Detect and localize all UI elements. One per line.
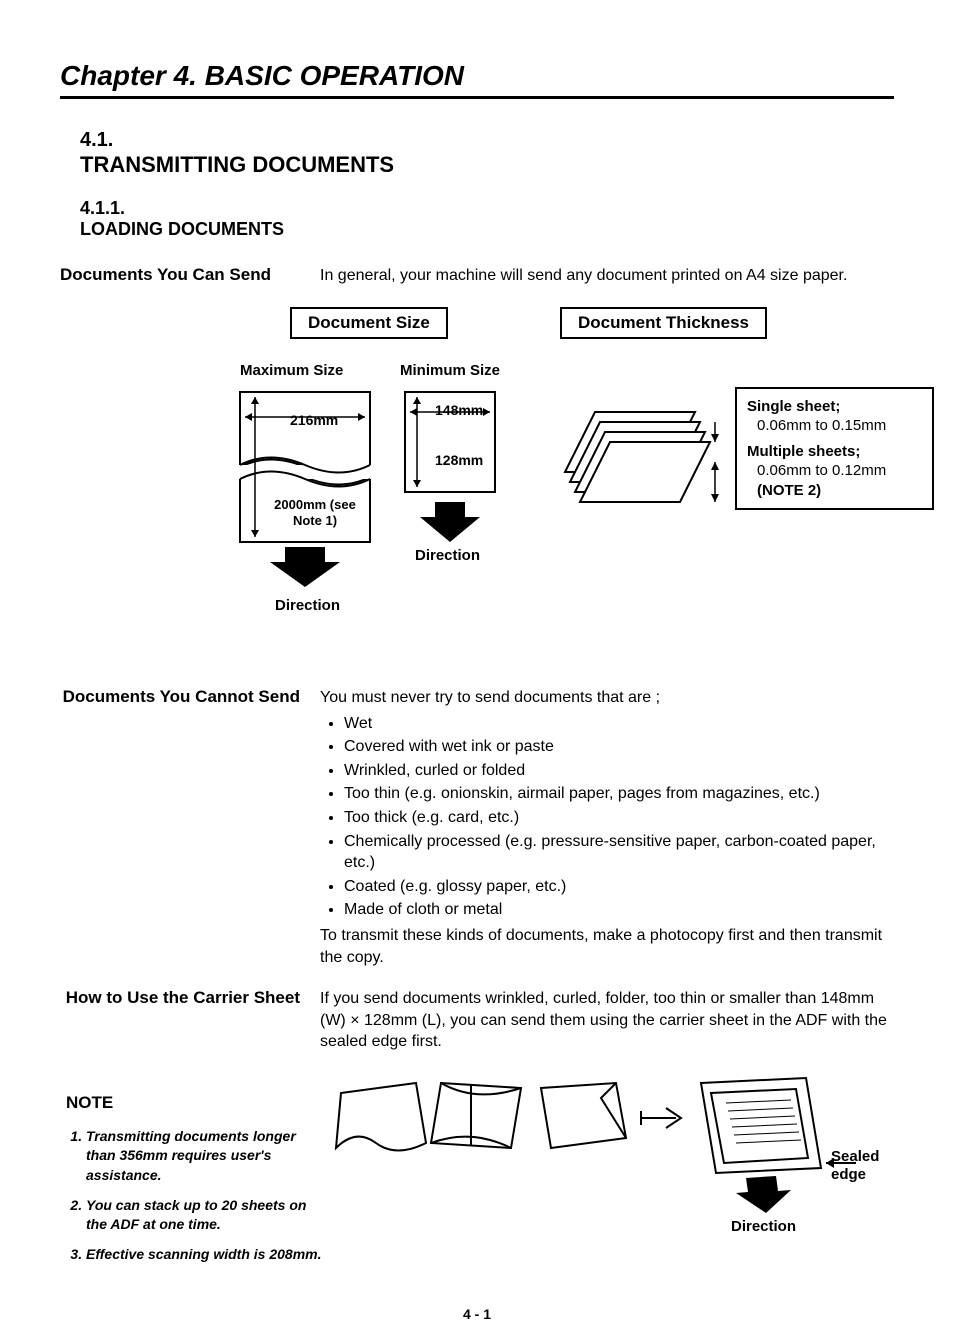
can-send-row: Documents You Can Send In general, your …: [60, 265, 894, 287]
single-sheet-range: 0.06mm to 0.15mm: [757, 416, 922, 436]
page-number: 4 - 1: [0, 1306, 954, 1322]
note-item: Effective scanning width is 208mm.: [86, 1245, 326, 1265]
size-thickness-diagram: Document Size Document Thickness Maximum…: [180, 307, 894, 647]
cannot-send-outro: To transmit these kinds of documents, ma…: [320, 925, 894, 968]
bottom-row: NOTE Transmitting documents longer than …: [60, 1073, 894, 1279]
section-title: TRANSMITTING DOCUMENTS: [80, 152, 894, 178]
multi-sheet-title: Multiple sheets;: [747, 442, 922, 462]
note-heading: NOTE: [66, 1093, 326, 1113]
cannot-send-row: Documents You Cannot Send You must never…: [60, 687, 894, 968]
notes-block: NOTE Transmitting documents longer than …: [60, 1073, 326, 1279]
cannot-send-body: You must never try to send documents tha…: [320, 687, 894, 968]
note-item: Transmitting documents longer than 356mm…: [86, 1127, 326, 1186]
cannot-send-list: Wet Covered with wet ink or paste Wrinkl…: [320, 713, 894, 921]
can-send-heading: Documents You Can Send: [60, 265, 320, 287]
thickness-icon: [545, 372, 745, 532]
note-item: You can stack up to 20 sheets on the ADF…: [86, 1196, 326, 1235]
list-item: Wrinkled, curled or folded: [344, 760, 894, 782]
list-item: Covered with wet ink or paste: [344, 736, 894, 758]
list-item: Too thick (e.g. card, etc.): [344, 807, 894, 829]
carrier-text: If you send documents wrinkled, curled, …: [320, 988, 894, 1053]
list-item: Chemically processed (e.g. pressure-sens…: [344, 831, 894, 874]
note-list: Transmitting documents longer than 356mm…: [66, 1127, 326, 1265]
max-width-value: 216mm: [290, 412, 338, 428]
doc-size-label: Document Size: [290, 307, 448, 339]
sealed-edge-label: Sealed edge: [831, 1148, 894, 1184]
max-size-label: Maximum Size: [240, 362, 343, 379]
carrier-heading: How to Use the Carrier Sheet: [60, 988, 320, 1053]
document-page: Chapter 4. BASIC OPERATION 4.1. TRANSMIT…: [0, 0, 954, 1342]
section-title-text: TRANSMITTING DOCUMENTS: [80, 152, 394, 177]
cannot-send-heading: Documents You Cannot Send: [60, 687, 320, 968]
can-send-text: In general, your machine will send any d…: [320, 265, 894, 287]
subsection-number: 4.1.1.: [80, 198, 894, 219]
carrier-direction-label: Direction: [731, 1218, 796, 1235]
list-item: Too thin (e.g. onionskin, airmail paper,…: [344, 783, 894, 805]
list-item: Made of cloth or metal: [344, 899, 894, 921]
doc-thick-label: Document Thickness: [560, 307, 767, 339]
list-item: Coated (e.g. glossy paper, etc.): [344, 876, 894, 898]
subsection-title: LOADING DOCUMENTS: [80, 219, 894, 240]
max-height-value: 2000mm (see Note 1): [270, 497, 360, 528]
single-sheet-title: Single sheet;: [747, 397, 922, 417]
cannot-send-intro: You must never try to send documents tha…: [320, 687, 894, 709]
chapter-title: Chapter 4. BASIC OPERATION: [60, 60, 894, 99]
thick-note: (NOTE 2): [757, 481, 922, 501]
section-number: 4.1.: [80, 129, 894, 152]
thickness-text-box: Single sheet; 0.06mm to 0.15mm Multiple …: [735, 387, 934, 511]
carrier-diagram: Sealed edge Direction: [326, 1073, 894, 1253]
min-direction-label: Direction: [415, 547, 480, 564]
list-item: Wet: [344, 713, 894, 735]
carrier-row: How to Use the Carrier Sheet If you send…: [60, 988, 894, 1053]
min-height-value: 128mm: [435, 452, 483, 468]
multi-sheet-range: 0.06mm to 0.12mm: [757, 461, 922, 481]
min-width-value: 148mm: [435, 402, 483, 418]
carrier-sheet-icon: [326, 1073, 886, 1248]
max-direction-label: Direction: [275, 597, 340, 614]
min-size-label: Minimum Size: [400, 362, 500, 379]
